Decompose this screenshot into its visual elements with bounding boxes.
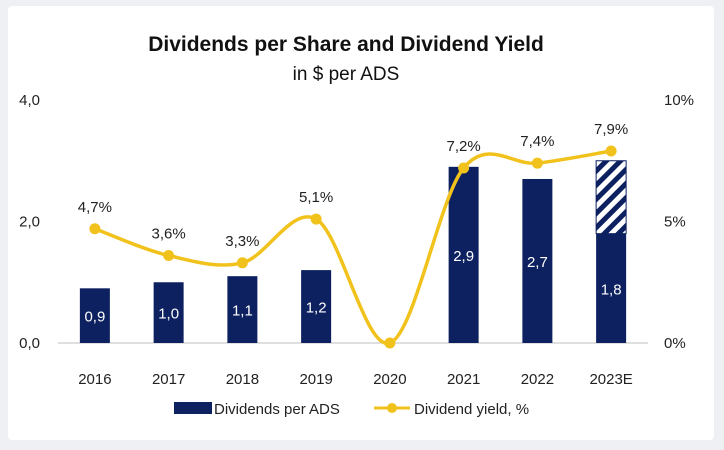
yield-value-label: 4,7%	[78, 199, 112, 216]
bar-value-label: 1,2	[306, 300, 327, 317]
bar	[522, 178, 553, 343]
bar-value-label: 2,7	[527, 254, 548, 271]
yield-value-label: 7,4%	[520, 133, 554, 150]
chart-title: Dividends per Share and Dividend Yield	[148, 33, 544, 56]
bar-value-label: 1,0	[158, 306, 179, 323]
yield-point	[163, 250, 175, 262]
x-axis-labels: 2016 2017 2018 2019 2020 2021 2022 2023E	[78, 371, 633, 388]
bar	[448, 166, 479, 343]
yield-value-label: 5,1%	[299, 189, 333, 206]
bar	[301, 270, 332, 343]
legend-swatch-bars	[174, 402, 212, 414]
yield-value-label: 3,3%	[225, 233, 259, 250]
x-tick-label: 2022	[521, 371, 554, 388]
left-tick-label: 4,0	[19, 92, 40, 109]
x-tick-label: 2018	[226, 371, 259, 388]
x-tick-label: 2021	[447, 371, 480, 388]
legend-swatch-marker	[387, 403, 397, 413]
legend-label-line: Dividend yield, %	[414, 401, 529, 418]
x-tick-label: 2019	[299, 371, 332, 388]
bar-value-label: 2,9	[453, 248, 474, 265]
bar	[227, 276, 258, 343]
bar	[153, 282, 184, 343]
x-tick-label: 2016	[78, 371, 111, 388]
legend-label-bars: Dividends per ADS	[214, 401, 340, 418]
left-tick-label: 0,0	[19, 335, 40, 352]
left-tick-label: 2,0	[19, 214, 40, 231]
yield-point	[89, 223, 101, 235]
yield-value-label: 7,9%	[594, 121, 628, 138]
line-series: 4,7% 3,6% 3,3% 5,1% 7,2% 7,4% 7,9%	[78, 121, 628, 349]
x-tick-label: 2023E	[589, 371, 632, 388]
bar	[596, 233, 627, 343]
yield-value-label: 7,2%	[447, 138, 481, 155]
yield-point	[236, 257, 248, 269]
chart-subtitle: in $ per ADS	[293, 64, 400, 85]
yield-point	[531, 157, 543, 169]
yield-value-label: 3,6%	[152, 226, 186, 243]
bar	[79, 288, 110, 343]
x-tick-label: 2020	[373, 371, 406, 388]
yield-point	[310, 213, 322, 225]
bar-value-label: 1,8	[601, 281, 622, 298]
bar-value-label: 0,9	[84, 309, 105, 326]
bar-value-label: 1,1	[232, 303, 253, 320]
x-tick-label: 2017	[152, 371, 185, 388]
right-axis: 0% 5% 10%	[664, 92, 694, 352]
right-tick-label: 10%	[664, 92, 694, 109]
right-tick-label: 0%	[664, 335, 686, 352]
yield-point	[605, 145, 617, 157]
bar-projected-part	[595, 160, 627, 235]
yield-line	[94, 149, 612, 345]
legend: Dividends per ADS Dividend yield, %	[174, 401, 529, 418]
left-axis: 0,0 2,0 4,0	[19, 92, 40, 352]
yield-point	[458, 162, 470, 174]
right-tick-label: 5%	[664, 214, 686, 231]
yield-point	[384, 337, 396, 349]
bar-series: 0,9 1,0 1,1 1,2 2,9 2,7 1,8	[79, 160, 627, 343]
